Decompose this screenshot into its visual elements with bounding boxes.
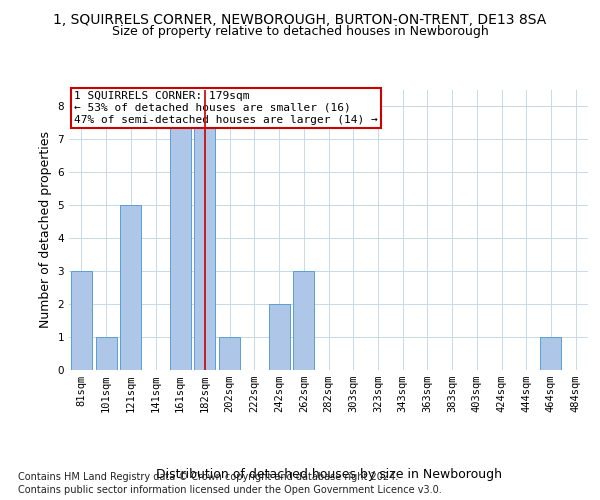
X-axis label: Distribution of detached houses by size in Newborough: Distribution of detached houses by size … bbox=[155, 468, 502, 481]
Bar bbox=[194, 106, 215, 370]
Bar bbox=[219, 337, 240, 370]
Text: 1 SQUIRRELS CORNER: 179sqm
← 53% of detached houses are smaller (16)
47% of semi: 1 SQUIRRELS CORNER: 179sqm ← 53% of deta… bbox=[74, 92, 378, 124]
Text: 1, SQUIRRELS CORNER, NEWBOROUGH, BURTON-ON-TRENT, DE13 8SA: 1, SQUIRRELS CORNER, NEWBOROUGH, BURTON-… bbox=[53, 12, 547, 26]
Bar bbox=[170, 106, 191, 370]
Text: Contains public sector information licensed under the Open Government Licence v3: Contains public sector information licen… bbox=[18, 485, 442, 495]
Y-axis label: Number of detached properties: Number of detached properties bbox=[39, 132, 52, 328]
Bar bbox=[120, 206, 141, 370]
Bar bbox=[95, 337, 116, 370]
Text: Contains HM Land Registry data © Crown copyright and database right 2024.: Contains HM Land Registry data © Crown c… bbox=[18, 472, 398, 482]
Bar bbox=[269, 304, 290, 370]
Bar bbox=[71, 271, 92, 370]
Bar bbox=[293, 271, 314, 370]
Bar bbox=[541, 337, 562, 370]
Text: Size of property relative to detached houses in Newborough: Size of property relative to detached ho… bbox=[112, 25, 488, 38]
